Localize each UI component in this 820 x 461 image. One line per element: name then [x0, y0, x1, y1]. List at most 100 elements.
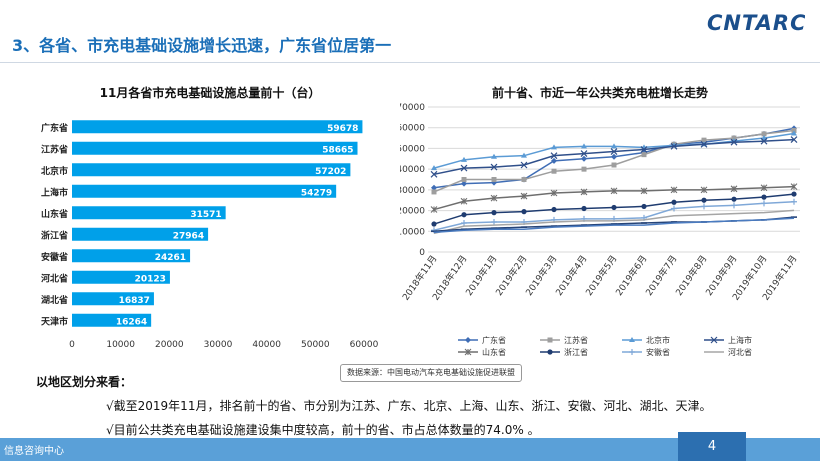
- bar-category-label: 天津市: [41, 315, 68, 327]
- line-point: [431, 221, 437, 227]
- line-point: [640, 187, 648, 195]
- line-point: [710, 336, 718, 344]
- line-point: [671, 221, 677, 223]
- bar: [72, 313, 152, 327]
- line-point: [581, 166, 587, 172]
- legend-label: 北京市: [646, 335, 670, 345]
- line-y-tick-label: 70000: [400, 103, 425, 113]
- line-y-tick-label: 50000: [400, 144, 425, 154]
- line-point: [611, 153, 617, 160]
- line-series-group: [430, 136, 798, 178]
- line-point: [430, 206, 438, 213]
- line-point: [460, 197, 468, 205]
- line-point: [640, 146, 648, 153]
- line-y-tick-label: 60000: [400, 124, 425, 134]
- bar-x-tick-label: 60000: [350, 340, 379, 350]
- line-point: [521, 226, 527, 228]
- line-chart: 0100002000030000400005000060000700002018…: [400, 103, 800, 357]
- bar-data-label: 16264: [116, 317, 147, 327]
- line-point: [731, 135, 737, 141]
- line-point: [791, 216, 797, 218]
- line-series: [433, 217, 795, 234]
- legend-label: 江苏省: [564, 335, 588, 345]
- line-point: [431, 230, 437, 233]
- line-point: [760, 137, 768, 145]
- line-point: [461, 177, 467, 182]
- line-y-tick-label: 30000: [400, 186, 425, 196]
- line-point: [461, 228, 467, 231]
- line-point: [761, 200, 767, 207]
- line-point: [641, 203, 647, 210]
- bar-data-label: 57202: [315, 167, 346, 177]
- line-point: [491, 177, 497, 182]
- line-point: [671, 199, 677, 205]
- line-series-group: [433, 217, 795, 234]
- line-point: [760, 184, 768, 192]
- bar: [72, 206, 226, 220]
- bar-category-label: 湖北省: [41, 294, 68, 306]
- line-point: [580, 150, 588, 158]
- line-point: [761, 131, 767, 137]
- legend-label: 河北省: [728, 347, 752, 357]
- bar: [72, 184, 337, 198]
- line-point: [671, 205, 677, 212]
- line-point: [550, 152, 558, 160]
- line-point: [520, 192, 528, 200]
- line-point: [791, 127, 797, 133]
- bar: [72, 227, 209, 241]
- line-point: [581, 155, 587, 162]
- line-point: [701, 137, 707, 143]
- bar-data-label: 20123: [135, 274, 166, 284]
- line-point: [730, 138, 738, 146]
- line-point: [611, 204, 617, 211]
- bar-category-label: 上海市: [41, 186, 68, 198]
- line-point: [461, 156, 467, 162]
- line-point: [491, 227, 497, 229]
- line-point: [490, 163, 498, 171]
- line-point: [670, 186, 678, 194]
- bar-x-tick-label: 0: [69, 340, 75, 350]
- line-point: [629, 337, 635, 342]
- line-point: [610, 148, 618, 155]
- line-point: [730, 185, 738, 193]
- line-point: [581, 143, 587, 149]
- line-point: [550, 189, 558, 197]
- line-point: [491, 210, 497, 216]
- legend-label: 浙江省: [564, 347, 588, 357]
- bar-data-label: 24261: [155, 253, 186, 263]
- bar-data-label: 16837: [119, 296, 150, 306]
- bar: [72, 120, 363, 134]
- bar-data-label: 54279: [301, 188, 332, 198]
- legend-label: 安徽省: [646, 347, 670, 357]
- line-point: [521, 152, 527, 158]
- analysis-bullet: √目前公共类充电基础设施建设集中度较高，前十的省、市占总体数量的74.0% 。: [106, 423, 540, 437]
- line-point: [761, 135, 767, 141]
- bar-x-tick-label: 20000: [155, 340, 184, 350]
- line-point: [431, 184, 437, 191]
- line-point: [629, 349, 635, 355]
- bar: [72, 141, 358, 155]
- line-point: [491, 153, 497, 159]
- bar-category-label: 山东省: [41, 208, 68, 220]
- line-point: [461, 220, 467, 226]
- line-point: [460, 164, 468, 172]
- line-point: [431, 165, 437, 171]
- header-divider: [0, 62, 820, 63]
- legend-label: 上海市: [728, 335, 752, 345]
- bar-data-label: 27964: [173, 231, 204, 241]
- line-point: [521, 209, 527, 215]
- line-point: [521, 177, 527, 182]
- footer-org-label: 信息咨询中心: [4, 446, 64, 457]
- line-point: [731, 202, 737, 209]
- line-point: [670, 142, 678, 150]
- line-point: [430, 170, 438, 178]
- line-y-tick-label: 0: [419, 248, 425, 258]
- line-point: [431, 189, 437, 195]
- line-point: [580, 188, 588, 196]
- bar-category-label: 江苏省: [41, 143, 68, 155]
- line-point: [700, 186, 708, 194]
- cntarc-logo: CNTARC: [705, 8, 806, 40]
- data-source-note: 数据来源：中国电动汽车充电基础设施促进联盟: [340, 364, 522, 382]
- line-point: [790, 183, 798, 190]
- bar-category-label: 浙江省: [41, 229, 68, 241]
